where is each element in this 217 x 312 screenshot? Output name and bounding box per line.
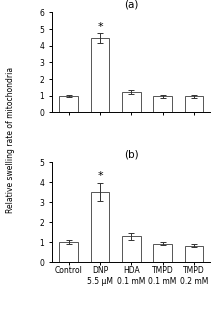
Text: *: *	[97, 22, 103, 32]
Bar	[59, 96, 78, 112]
Bar	[90, 38, 109, 112]
Text: *: *	[97, 171, 103, 181]
Bar	[153, 244, 172, 262]
Bar	[153, 96, 172, 112]
Text: (a): (a)	[124, 0, 138, 9]
Text: (b): (b)	[124, 149, 139, 159]
Bar	[90, 192, 109, 262]
Bar	[122, 92, 141, 112]
Bar	[59, 242, 78, 262]
Bar	[184, 96, 203, 112]
Bar	[122, 236, 141, 262]
Bar	[184, 246, 203, 262]
Text: Relative swelling rate of mitochondria: Relative swelling rate of mitochondria	[6, 67, 15, 213]
